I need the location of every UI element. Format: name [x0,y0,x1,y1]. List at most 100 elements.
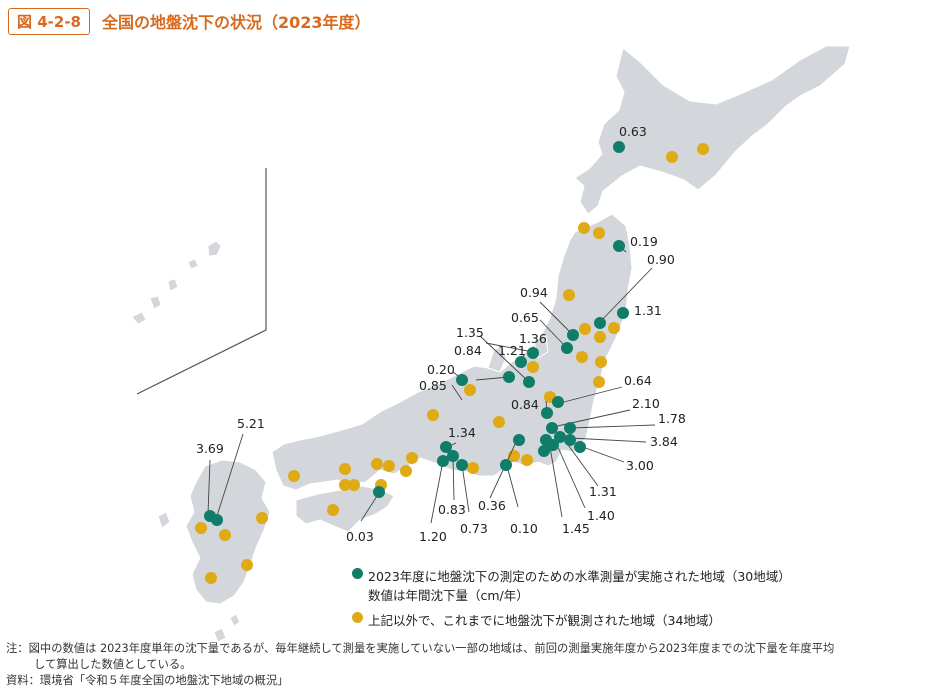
note-line-2: して算出した数値としている。 [34,658,192,671]
label-010: 0.10 [510,521,538,536]
hokkaido [574,45,851,215]
measured-dot [561,342,573,354]
note-line-1: 注：図中の数値は 2023年度単年の沈下量であるが、毎年継続して測量を実施してい… [6,642,835,655]
observed-dot [593,227,605,239]
label-145: 1.45 [562,521,590,536]
observed-dot [579,323,591,335]
observed-dot [205,572,217,584]
measured-dot [617,307,629,319]
observed-dot [595,356,607,368]
measured-dot [564,434,576,446]
observed-dot [327,504,339,516]
measured-dot [574,441,586,453]
label-019: 0.19 [630,234,658,249]
observed-dot [593,376,605,388]
label-369: 3.69 [196,441,224,456]
label-073: 0.73 [460,521,488,536]
measured-dot [211,514,223,526]
label-131b: 1.31 [589,484,617,499]
label-064: 0.64 [624,373,652,388]
observed-dot [256,512,268,524]
observed-dot [576,351,588,363]
figure-title: 全国の地盤沈下の状況（2023年度） [102,13,371,32]
legend-observed: 上記以外で、これまでに地盤沈下が観測された地域（34地域） [352,610,791,629]
measured-dot [513,434,525,446]
figure-header: 図 4-2-8 全国の地盤沈下の状況（2023年度） [8,6,371,36]
label-384: 3.84 [650,434,678,449]
source-line: 資料：環境省「令和５年度全国の地盤沈下地域の概況」 [6,674,289,687]
observed-dot [339,463,351,475]
measured-dot [500,459,512,471]
noto-peninsula [487,345,507,373]
label-090: 0.90 [647,252,675,267]
observed-dot [467,462,479,474]
label-210: 2.10 [632,396,660,411]
label-121: 1.21 [498,343,526,358]
observed-dot [195,522,207,534]
measured-dot [523,376,535,388]
footnotes: 注：図中の数値は 2023年度単年の沈下量であるが、毎年継続して測量を実施してい… [6,641,941,689]
legend-measured-unit: 数値は年間沈下量（cm/年） [368,588,529,603]
measured-dot [538,445,550,457]
label-521: 5.21 [237,416,265,431]
label-178: 1.78 [658,411,686,426]
measured-dot [546,422,558,434]
observed-dot [527,361,539,373]
label-131a: 1.31 [634,303,662,318]
observed-dot [464,384,476,396]
label-084b: 0.84 [511,397,539,412]
measured-dot [564,422,576,434]
kyushu-islands [157,511,241,643]
label-120: 1.20 [419,529,447,544]
observed-dot [219,529,231,541]
measured-dot [515,356,527,368]
legend-observed-dot-icon [352,612,363,623]
observed-dot [697,143,709,155]
observed-dot [288,470,300,482]
observed-dot [563,289,575,301]
label-135: 1.35 [456,325,484,340]
label-084a: 0.84 [454,343,482,358]
label-094: 0.94 [520,285,548,300]
label-136: 1.36 [519,331,547,346]
measured-subsidence-areas [204,141,629,526]
value-labels: 0.63 0.19 0.90 1.31 0.94 0.65 1.36 1.35 … [196,124,686,544]
measured-dot [447,450,459,462]
observed-dot [406,452,418,464]
observed-dot [521,454,533,466]
okinawa-islands [131,240,222,325]
label-003: 0.03 [346,529,374,544]
legend-measured-label: 2023年度に地盤沈下の測定のための水準測量が実施された地域（30地域） [368,569,791,584]
figure-number: 図 4-2-8 [8,7,90,35]
measured-dot [456,459,468,471]
label-300: 3.00 [626,458,654,473]
measured-dot [594,317,606,329]
measured-dot [613,141,625,153]
inset-frame [136,168,267,395]
label-036: 0.36 [478,498,506,513]
legend-measured: 2023年度に地盤沈下の測定のための水準測量が実施された地域（30地域） 数値は… [352,566,791,604]
observed-dot [578,222,590,234]
label-065: 0.65 [511,310,539,325]
label-140: 1.40 [587,508,615,523]
measured-dot [567,329,579,341]
measured-dot [527,347,539,359]
measured-dot [503,371,515,383]
observed-dot [400,465,412,477]
measured-dot [373,486,385,498]
observed-dot [241,559,253,571]
observed-dot [383,460,395,472]
observed-dot [371,458,383,470]
observed-dot [493,416,505,428]
label-hokkaido: 0.63 [619,124,647,139]
legend-observed-label: 上記以外で、これまでに地盤沈下が観測された地域（34地域） [368,613,721,628]
observed-dot [594,331,606,343]
legend: 2023年度に地盤沈下の測定のための水準測量が実施された地域（30地域） 数値は… [352,566,791,633]
measured-dot [440,441,452,453]
observed-dot [608,322,620,334]
measured-dot [554,431,566,443]
observed-dot [339,479,351,491]
observed-dot [427,409,439,421]
measured-dot [541,407,553,419]
measured-dot [456,374,468,386]
